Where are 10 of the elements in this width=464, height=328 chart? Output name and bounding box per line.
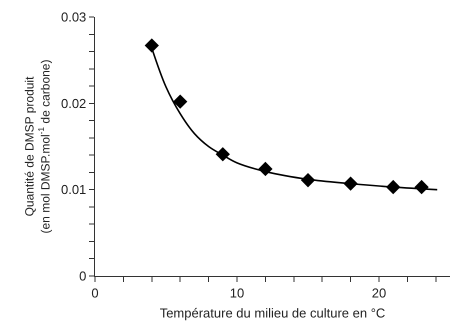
y-tick-label: 0 [79, 268, 86, 284]
point [144, 38, 159, 53]
point [173, 94, 188, 109]
y-tick-label: 0.02 [60, 96, 86, 111]
x-tick-label: 10 [230, 286, 244, 301]
x-tick-label: 0 [91, 286, 99, 301]
x-tick-label: 20 [372, 286, 386, 301]
x-axis-title: Température du milieu de culture en °C [160, 305, 386, 320]
y-tick-label: 0.01 [60, 182, 86, 198]
y-tick-label: 0.03 [60, 10, 86, 25]
